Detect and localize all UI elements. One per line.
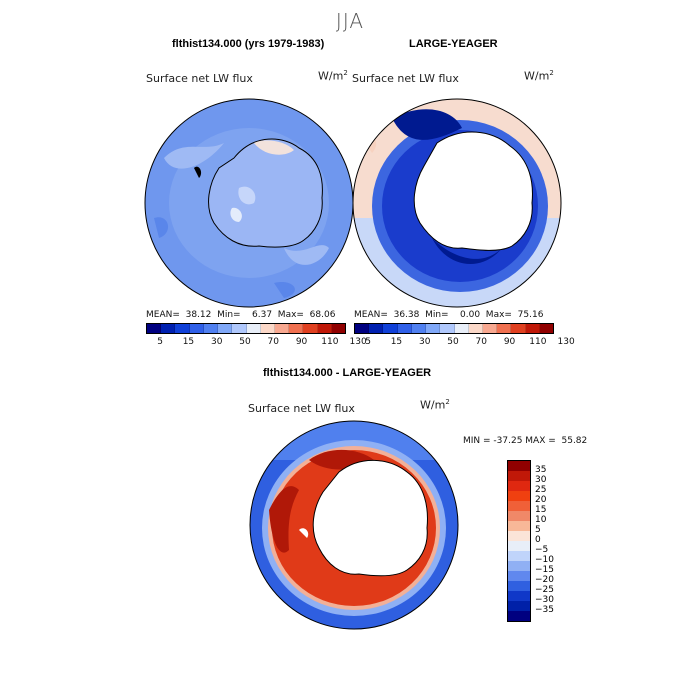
colorbar-swatch: [175, 324, 190, 333]
colorbar-tick-label: −5: [535, 545, 549, 555]
right-polar-map: [352, 98, 562, 308]
colorbar-swatch: [355, 324, 370, 333]
colorbar-swatch: [317, 324, 332, 333]
colorbar-tick-label: 5: [157, 337, 164, 347]
colorbar-swatch: [411, 324, 427, 333]
right-colorbar: [354, 323, 554, 334]
colorbar-swatch: [482, 324, 498, 333]
diff-colorbar-labels: 35 30 25 20 15 10 5 0 −5 −10 −15 −20 −25 −30 −35: [535, 460, 575, 620]
colorbar-tick-label: 30: [210, 337, 223, 347]
colorbar-swatch: [147, 324, 162, 333]
diff-polar-map: [249, 420, 459, 630]
left-units-label: W/m2: [318, 69, 348, 83]
right-variable-label: Surface net LW flux: [352, 72, 459, 85]
colorbar-tick-label: 70: [267, 337, 280, 347]
colorbar-swatch: [426, 324, 441, 333]
colorbar-swatch: [497, 324, 512, 333]
right-stats: MEAN= 36.38 Min= 0.00 Max= 75.16: [354, 310, 544, 320]
colorbar-swatch: [218, 324, 233, 333]
colorbar-tick-label: 50: [239, 337, 251, 347]
colorbar-tick-label: 15: [535, 505, 547, 515]
colorbar-tick-label: 10: [535, 515, 547, 525]
diff-units-label: W/m2: [420, 398, 450, 412]
colorbar-swatch: [508, 471, 530, 481]
left-polar-map: [144, 98, 354, 308]
colorbar-swatch: [508, 521, 530, 531]
colorbar-swatch: [508, 571, 530, 581]
colorbar-swatch: [508, 511, 530, 521]
colorbar-tick-label: 15: [182, 337, 195, 347]
colorbar-swatch: [525, 324, 540, 333]
colorbar-swatch: [539, 324, 554, 333]
left-stats: MEAN= 38.12 Min= 6.37 Max= 68.06: [146, 310, 336, 320]
colorbar-swatch: [454, 324, 469, 333]
colorbar-swatch: [511, 324, 526, 333]
colorbar-swatch: [397, 324, 412, 333]
left-colorbar-labels: 5 15 30 50 70 90 110 130: [146, 337, 366, 349]
colorbar-tick-label: 35: [535, 465, 547, 475]
diff-variable-label: Surface net LW flux: [248, 402, 355, 415]
colorbar-swatch: [189, 324, 204, 333]
colorbar-tick-label: 20: [535, 495, 547, 505]
diff-colorbar: [507, 460, 531, 622]
colorbar-tick-label: 15: [390, 337, 403, 347]
colorbar-tick-label: 0: [535, 535, 541, 545]
colorbar-swatch: [274, 324, 290, 333]
colorbar-tick-label: 5: [535, 525, 541, 535]
colorbar-swatch: [468, 324, 483, 333]
colorbar-swatch: [508, 461, 530, 471]
colorbar-swatch: [508, 491, 530, 501]
colorbar-swatch: [508, 611, 530, 621]
right-panel-title: LARGE-YEAGER: [409, 38, 498, 50]
left-panel-title: flthist134.000 (yrs 1979-1983): [172, 38, 325, 50]
colorbar-swatch: [303, 324, 318, 333]
colorbar-swatch: [289, 324, 304, 333]
colorbar-swatch: [508, 541, 530, 551]
colorbar-tick-label: 130: [349, 337, 367, 347]
diff-panel-title: flthist134.000 - LARGE-YEAGER: [263, 367, 432, 379]
colorbar-tick-label: −25: [535, 585, 554, 595]
left-variable-label: Surface net LW flux: [146, 72, 253, 85]
colorbar-swatch: [508, 531, 530, 541]
colorbar-swatch: [508, 501, 530, 511]
colorbar-tick-label: 90: [295, 337, 308, 347]
colorbar-tick-label: −10: [535, 555, 554, 565]
colorbar-swatch: [331, 324, 346, 333]
colorbar-swatch: [203, 324, 219, 333]
colorbar-swatch: [260, 324, 275, 333]
colorbar-tick-label: 110: [321, 337, 339, 347]
left-colorbar: [146, 323, 346, 334]
colorbar-tick-label: −15: [535, 565, 554, 575]
colorbar-tick-label: 50: [447, 337, 459, 347]
colorbar-tick-label: 110: [529, 337, 547, 347]
colorbar-swatch: [508, 551, 530, 561]
colorbar-tick-label: 130: [557, 337, 575, 347]
colorbar-swatch: [508, 561, 530, 571]
colorbar-swatch: [246, 324, 261, 333]
colorbar-swatch: [508, 581, 530, 591]
colorbar-swatch: [161, 324, 176, 333]
right-units-label: W/m2: [524, 69, 554, 83]
colorbar-swatch: [508, 591, 530, 601]
figure-title: JJA: [335, 9, 365, 33]
diff-stats: MIN = -37.25 MAX = 55.82: [463, 436, 588, 446]
colorbar-tick-label: −30: [535, 595, 554, 605]
colorbar-tick-label: 5: [365, 337, 372, 347]
colorbar-swatch: [369, 324, 384, 333]
colorbar-swatch: [508, 481, 530, 491]
colorbar-swatch: [508, 601, 530, 611]
colorbar-tick-label: −35: [535, 605, 554, 615]
colorbar-tick-label: −20: [535, 575, 554, 585]
colorbar-swatch: [440, 324, 455, 333]
colorbar-tick-label: 70: [475, 337, 488, 347]
colorbar-swatch: [232, 324, 247, 333]
colorbar-tick-label: 30: [535, 475, 547, 485]
colorbar-tick-label: 25: [535, 485, 547, 495]
colorbar-tick-label: 30: [418, 337, 431, 347]
colorbar-tick-label: 90: [503, 337, 516, 347]
colorbar-swatch: [383, 324, 398, 333]
right-colorbar-labels: 5 15 30 50 70 90 110 130: [354, 337, 574, 349]
